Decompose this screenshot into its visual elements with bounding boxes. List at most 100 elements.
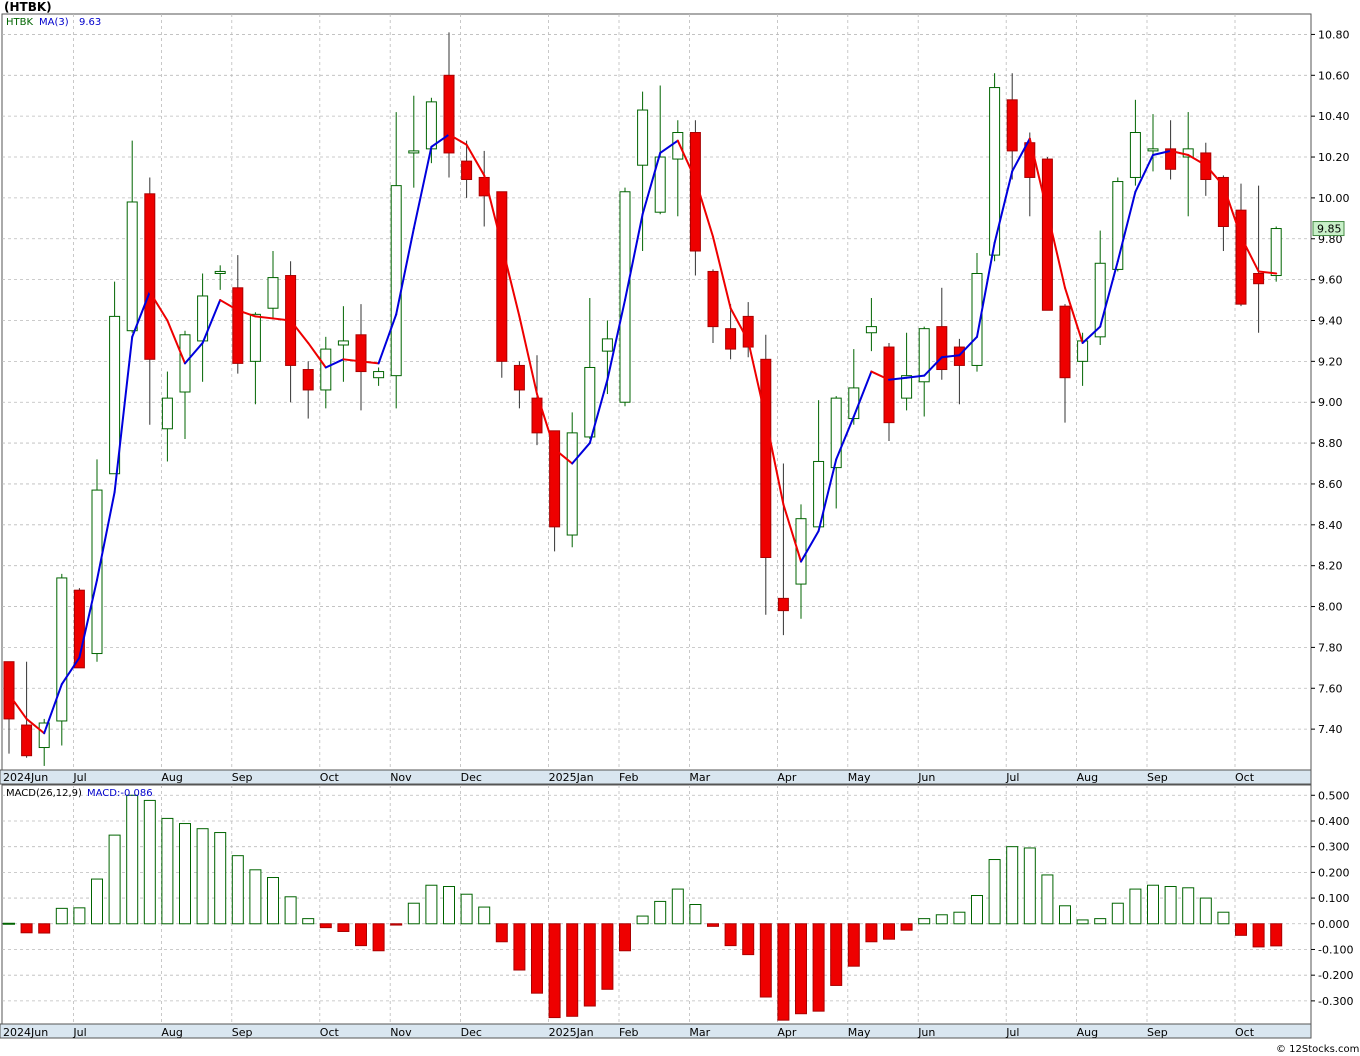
ma-segment [289, 319, 310, 344]
candle-down [1059, 304, 1071, 423]
macd-bar-negative [390, 923, 403, 926]
ma-segment [976, 241, 996, 338]
macd-y-axis: -0.300 -0.200 -0.100 0.000 0.100 0.200 0.300 0.… [1311, 789, 1353, 1008]
macd-bar-positive [1041, 874, 1054, 925]
price-y-tick-label: 10.20 [1318, 151, 1350, 164]
macd-bar-negative [355, 923, 367, 947]
ma-segment [553, 448, 574, 465]
price-y-tick-label: 10.60 [1318, 69, 1350, 82]
candle-up [918, 326, 930, 417]
macd-bar-negative [20, 923, 33, 934]
candle-body [989, 87, 1001, 256]
ma-segment [307, 341, 327, 369]
macd-bar-negative [548, 923, 561, 1019]
ma-segment [1152, 149, 1172, 156]
ma-segment [25, 717, 46, 735]
price-y-tick-label: 7.60 [1318, 682, 1343, 695]
ma-segment [342, 358, 362, 363]
macd-bar-positive [1059, 905, 1071, 925]
ma-segment [60, 656, 81, 686]
candle-up [654, 85, 666, 215]
macd-x-tick-label: Nov [390, 1026, 412, 1039]
macd-bar-positive [161, 817, 174, 925]
candle-body [549, 430, 561, 528]
candle-down [707, 269, 719, 343]
macd-bar-negative [759, 923, 772, 998]
candle-down [777, 463, 789, 636]
ma-segment [870, 370, 890, 381]
candle-body [408, 150, 420, 154]
candle-down [689, 120, 701, 276]
ma-segment [236, 309, 257, 318]
price-x-tick-label: Sep [1147, 771, 1168, 784]
candle-up [390, 112, 402, 409]
price-x-tick-label: Dec [461, 771, 482, 784]
candle-down [725, 304, 737, 360]
candle-body [91, 489, 103, 655]
candle-up [865, 298, 877, 352]
macd-bar-positive [1094, 918, 1107, 925]
macd-x-axis-band [0, 1023, 1312, 1039]
price-y-tick-label: 9.00 [1318, 396, 1343, 409]
macd-y-tick-label: -0.100 [1318, 943, 1353, 956]
macd-bar-negative [724, 923, 737, 947]
macd-bar-negative [601, 923, 614, 990]
ma-segment [377, 313, 398, 365]
ma-segment [764, 417, 785, 506]
ma-segment [1240, 235, 1260, 273]
ma-segment [166, 319, 186, 365]
candle-body [390, 185, 402, 377]
candle-up [161, 371, 173, 462]
price-x-tick-label: May [848, 771, 871, 784]
candle-down [443, 32, 455, 178]
price-x-tick-label: Sep [232, 771, 253, 784]
macd-bar-negative [583, 923, 596, 1007]
legend-ma-label: MA(3) [39, 17, 69, 28]
macd-x-tick-label: Sep [1147, 1026, 1168, 1039]
candle-up [249, 312, 261, 405]
macd-bar-positive [654, 900, 667, 925]
macd-bar-positive [3, 922, 15, 925]
macd-x-tick-label: Aug [1077, 1026, 1098, 1039]
candle-body [21, 724, 33, 757]
ma-segment [694, 178, 714, 238]
macd-bar-positive [1006, 846, 1019, 925]
candle-body [302, 369, 314, 391]
price-y-tick-label: 10.80 [1318, 28, 1350, 41]
ma-segment [1204, 164, 1225, 187]
ma-segment [940, 354, 961, 359]
macd-bar-positive [1164, 886, 1177, 925]
price-x-tick-label: Jun [917, 771, 935, 784]
candle-body [883, 346, 895, 424]
ma-segment [729, 307, 750, 342]
ma-segment [395, 227, 415, 316]
macd-bar-positive [302, 918, 315, 925]
candle-body [3, 661, 15, 720]
ma-segment [536, 393, 556, 451]
price-y-tick-label: 7.40 [1318, 723, 1343, 736]
last-price-badge: 9.85 [1312, 221, 1345, 237]
candle-up [1129, 99, 1141, 186]
ma-segment [800, 529, 820, 563]
macd-y-tick-label: 0.400 [1318, 815, 1350, 828]
candle-body [1270, 228, 1282, 277]
candle-down [355, 304, 367, 411]
macd-bar-positive [425, 884, 438, 925]
ma-segment [782, 503, 802, 563]
macd-bar-negative [619, 923, 631, 952]
ma-segment [835, 415, 855, 461]
candle-up [566, 412, 578, 548]
macd-bar-negative [900, 923, 913, 931]
macd-y-tick-label: 0.300 [1318, 841, 1350, 854]
candle-body [56, 577, 68, 722]
candle-body [760, 358, 772, 559]
candle-body [672, 132, 684, 160]
candle-up [672, 120, 684, 217]
ma-segment [465, 143, 486, 177]
macd-bar-positive [918, 918, 931, 925]
candle-body [531, 397, 543, 434]
price-x-tick-label: Mar [689, 771, 710, 784]
candle-up [109, 281, 121, 475]
ma-segment [96, 491, 116, 581]
